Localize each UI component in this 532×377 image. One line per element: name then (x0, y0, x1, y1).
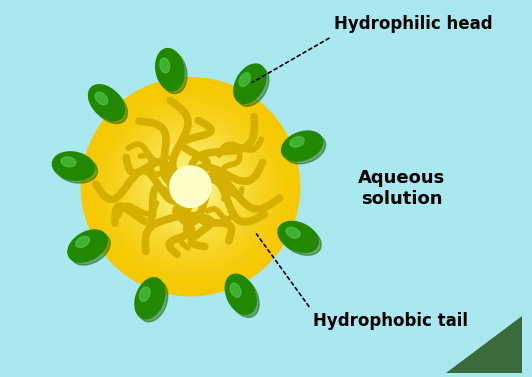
Ellipse shape (183, 179, 198, 194)
Ellipse shape (187, 183, 194, 190)
Ellipse shape (92, 87, 127, 124)
Ellipse shape (290, 136, 304, 147)
Ellipse shape (152, 149, 229, 225)
Ellipse shape (89, 85, 292, 288)
Ellipse shape (109, 105, 272, 268)
Ellipse shape (165, 161, 216, 212)
Ellipse shape (225, 274, 256, 314)
Ellipse shape (163, 159, 218, 214)
Ellipse shape (176, 172, 205, 201)
Ellipse shape (135, 278, 165, 319)
Ellipse shape (160, 156, 221, 218)
Ellipse shape (170, 166, 211, 207)
Ellipse shape (111, 107, 270, 267)
Ellipse shape (147, 143, 234, 230)
Ellipse shape (85, 81, 296, 292)
Ellipse shape (114, 110, 267, 263)
Ellipse shape (71, 233, 110, 265)
Ellipse shape (76, 236, 89, 248)
Ellipse shape (134, 130, 247, 243)
Ellipse shape (125, 121, 256, 252)
Ellipse shape (120, 116, 261, 257)
Ellipse shape (127, 123, 254, 250)
Ellipse shape (156, 152, 225, 221)
Ellipse shape (237, 67, 269, 106)
Polygon shape (446, 316, 522, 374)
Ellipse shape (55, 155, 97, 183)
Ellipse shape (174, 170, 207, 203)
Ellipse shape (180, 176, 202, 198)
Ellipse shape (228, 277, 259, 317)
Ellipse shape (278, 221, 318, 252)
Ellipse shape (178, 174, 203, 199)
Ellipse shape (170, 167, 211, 207)
Ellipse shape (230, 283, 241, 297)
Ellipse shape (151, 147, 230, 227)
Ellipse shape (139, 136, 242, 238)
Ellipse shape (81, 78, 300, 296)
Ellipse shape (281, 131, 323, 161)
Ellipse shape (99, 96, 281, 277)
Ellipse shape (281, 224, 321, 255)
Ellipse shape (234, 64, 266, 103)
Ellipse shape (181, 178, 200, 196)
Ellipse shape (139, 287, 150, 301)
Ellipse shape (121, 118, 260, 256)
Text: Hydrophobic tail: Hydrophobic tail (312, 312, 468, 329)
Ellipse shape (185, 181, 196, 192)
Ellipse shape (93, 89, 289, 285)
Ellipse shape (107, 103, 274, 270)
Ellipse shape (90, 87, 290, 287)
Ellipse shape (95, 92, 107, 105)
Ellipse shape (105, 101, 276, 272)
Ellipse shape (285, 134, 326, 164)
Ellipse shape (158, 154, 223, 219)
Ellipse shape (154, 150, 227, 223)
Ellipse shape (136, 132, 245, 241)
Ellipse shape (159, 52, 187, 93)
Ellipse shape (102, 98, 280, 276)
Ellipse shape (68, 230, 107, 262)
Ellipse shape (94, 90, 287, 283)
Ellipse shape (286, 227, 300, 238)
Ellipse shape (161, 158, 220, 216)
Ellipse shape (118, 114, 263, 259)
Ellipse shape (112, 109, 269, 265)
Ellipse shape (239, 73, 251, 86)
Ellipse shape (61, 157, 76, 167)
Ellipse shape (145, 141, 236, 232)
Ellipse shape (103, 100, 278, 274)
Ellipse shape (148, 145, 232, 228)
Ellipse shape (138, 134, 243, 239)
Ellipse shape (53, 152, 95, 180)
Ellipse shape (123, 120, 258, 254)
Ellipse shape (142, 138, 239, 236)
Ellipse shape (88, 85, 124, 121)
Text: Hydrophilic head: Hydrophilic head (334, 15, 493, 33)
Ellipse shape (167, 163, 214, 210)
Ellipse shape (189, 185, 192, 188)
Text: Aqueous
solution: Aqueous solution (358, 169, 445, 208)
Ellipse shape (138, 281, 168, 322)
Ellipse shape (156, 49, 184, 91)
Ellipse shape (87, 83, 294, 290)
Ellipse shape (98, 94, 283, 279)
Ellipse shape (169, 165, 212, 208)
Ellipse shape (83, 80, 298, 294)
Ellipse shape (132, 129, 248, 245)
Ellipse shape (160, 58, 170, 73)
Ellipse shape (116, 112, 265, 261)
Ellipse shape (130, 127, 251, 247)
Ellipse shape (129, 125, 252, 248)
Ellipse shape (172, 169, 209, 205)
Ellipse shape (96, 92, 285, 281)
Ellipse shape (143, 139, 238, 234)
